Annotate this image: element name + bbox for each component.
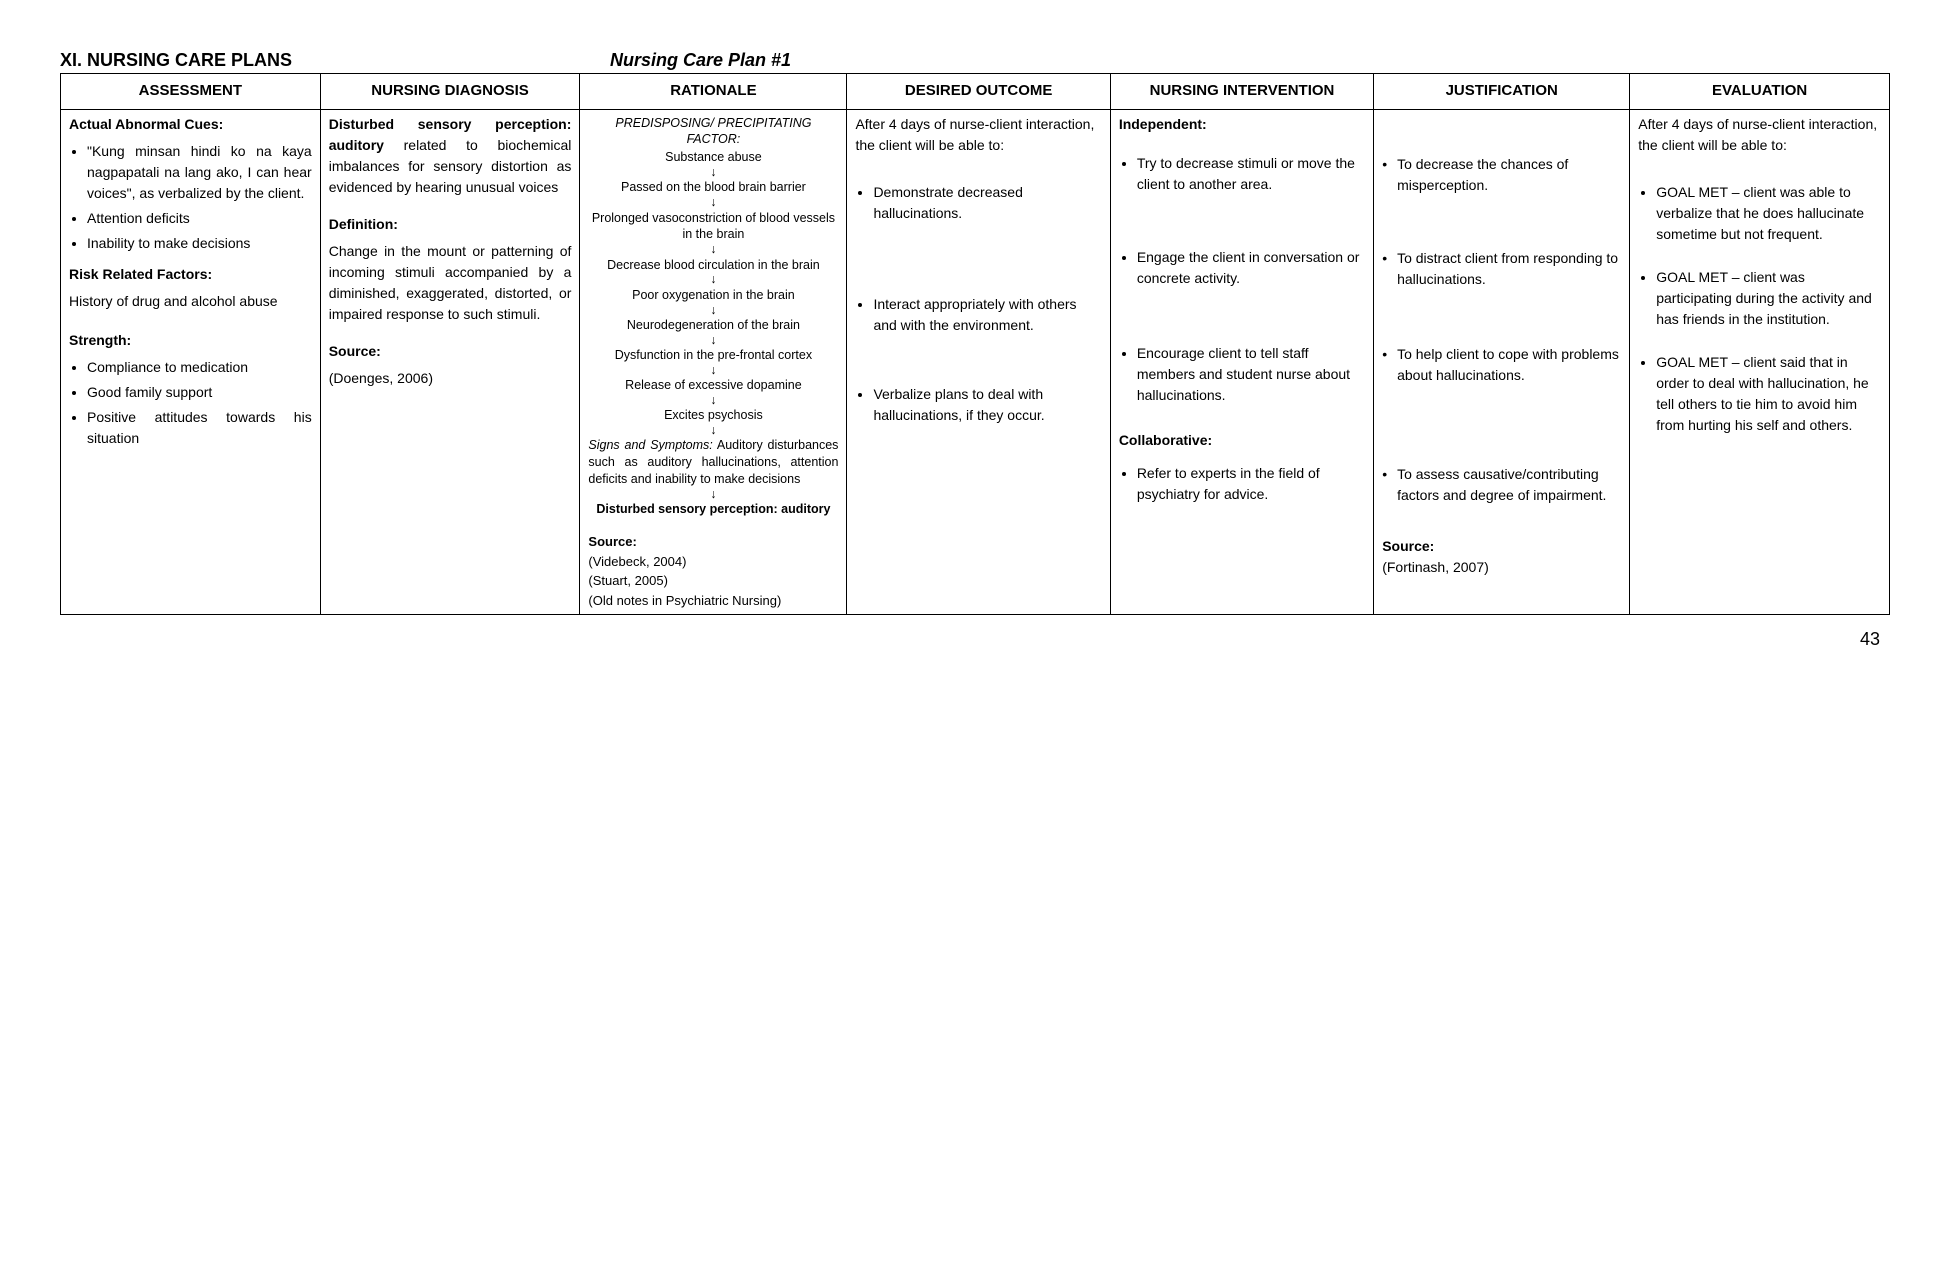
assessment-h3: Strength: xyxy=(69,330,312,351)
signs-label: Signs and Symptoms: xyxy=(588,438,712,452)
diagnosis-text: Disturbed sensory perception: auditory r… xyxy=(329,114,572,198)
just-4: To assess causative/contributing factors… xyxy=(1382,464,1621,506)
cell-intervention: Independent: Try to decrease stimuli or … xyxy=(1110,109,1373,615)
col-assessment: ASSESSMENT xyxy=(61,74,321,110)
strength-3: Positive attitudes towards his situation xyxy=(87,407,312,449)
dx-src-label: Source: xyxy=(329,341,572,362)
arrow-icon: ↓ xyxy=(588,305,838,316)
page-heading: XI. NURSING CARE PLANS Nursing Care Plan… xyxy=(60,50,1890,71)
cue-3: Inability to make decisions xyxy=(87,233,312,254)
collaborative-label: Collaborative: xyxy=(1119,430,1365,451)
care-plan-table: ASSESSMENT NURSING DIAGNOSIS RATIONALE D… xyxy=(60,73,1890,615)
rat-final: Disturbed sensory perception: auditory xyxy=(588,501,838,518)
just-src-label: Source: xyxy=(1382,536,1621,557)
section-number: XI. NURSING CARE PLANS xyxy=(60,50,610,71)
arrow-icon: ↓ xyxy=(588,395,838,406)
int-c1: Refer to experts in the field of psychia… xyxy=(1137,463,1365,505)
arrow-icon: ↓ xyxy=(588,167,838,178)
rat-top: PREDISPOSING/ PRECIPITATING FACTOR: xyxy=(588,115,838,149)
rat-s8: Release of excessive dopamine xyxy=(588,377,838,394)
plan-title: Nursing Care Plan #1 xyxy=(610,50,791,71)
rationale-source: Source: (Videbeck, 2004) (Stuart, 2005) … xyxy=(588,532,838,610)
strength-1: Compliance to medication xyxy=(87,357,312,378)
eval-2: GOAL MET – client was participating duri… xyxy=(1656,267,1881,330)
body-row: Actual Abnormal Cues: "Kung minsan hindi… xyxy=(61,109,1890,615)
int-2: Engage the client in conversation or con… xyxy=(1137,247,1365,289)
just-2: To distract client from responding to ha… xyxy=(1382,248,1621,290)
cell-rationale: PREDISPOSING/ PRECIPITATING FACTOR: Subs… xyxy=(580,109,847,615)
col-outcome: DESIRED OUTCOME xyxy=(847,74,1110,110)
rat-s2: Passed on the blood brain barrier xyxy=(588,179,838,196)
outcome-1: Demonstrate decreased hallucinations. xyxy=(873,182,1101,224)
cue-1: "Kung minsan hindi ko na kaya nagpapatal… xyxy=(87,141,312,204)
arrow-icon: ↓ xyxy=(588,244,838,255)
rat-s5: Poor oxygenation in the brain xyxy=(588,287,838,304)
eval-1: GOAL MET – client was able to verbalize … xyxy=(1656,182,1881,245)
cue-2: Attention deficits xyxy=(87,208,312,229)
rat-s9: Excites psychosis xyxy=(588,407,838,424)
arrow-icon: ↓ xyxy=(588,425,838,436)
rat-src1: (Videbeck, 2004) xyxy=(588,552,838,572)
just-src-text: (Fortinash, 2007) xyxy=(1382,557,1621,578)
int-3: Encourage client to tell staff members a… xyxy=(1137,343,1365,406)
eval-3: GOAL MET – client said that in order to … xyxy=(1656,352,1881,436)
arrow-icon: ↓ xyxy=(588,365,838,376)
rat-s6: Neurodegeneration of the brain xyxy=(588,317,838,334)
cell-diagnosis: Disturbed sensory perception: auditory r… xyxy=(320,109,580,615)
rat-src3: (Old notes in Psychiatric Nursing) xyxy=(588,591,838,611)
strength-2: Good family support xyxy=(87,382,312,403)
rat-s4: Decrease blood circulation in the brain xyxy=(588,257,838,274)
rat-src-label: Source: xyxy=(588,532,838,552)
arrow-icon: ↓ xyxy=(588,197,838,208)
rat-src2: (Stuart, 2005) xyxy=(588,571,838,591)
rat-s3: Prolonged vasoconstriction of blood vess… xyxy=(588,210,838,244)
outcome-2: Interact appropriately with others and w… xyxy=(873,294,1101,336)
rat-s7: Dysfunction in the pre-frontal cortex xyxy=(588,347,838,364)
cell-evaluation: After 4 days of nurse-client interaction… xyxy=(1630,109,1890,615)
col-intervention: NURSING INTERVENTION xyxy=(1110,74,1373,110)
outcome-intro: After 4 days of nurse-client interaction… xyxy=(855,114,1101,156)
int-1: Try to decrease stimuli or move the clie… xyxy=(1137,153,1365,195)
just-3: To help client to cope with problems abo… xyxy=(1382,344,1621,386)
independent-label: Independent: xyxy=(1119,114,1365,135)
col-evaluation: EVALUATION xyxy=(1630,74,1890,110)
rationale-flow: PREDISPOSING/ PRECIPITATING FACTOR: Subs… xyxy=(588,115,838,519)
assessment-h2: Risk Related Factors: xyxy=(69,264,312,285)
dx-src-text: (Doenges, 2006) xyxy=(329,368,572,389)
cell-assessment: Actual Abnormal Cues: "Kung minsan hindi… xyxy=(61,109,321,615)
assessment-h1: Actual Abnormal Cues: xyxy=(69,114,312,135)
header-row: ASSESSMENT NURSING DIAGNOSIS RATIONALE D… xyxy=(61,74,1890,110)
def-text: Change in the mount or patterning of inc… xyxy=(329,241,572,325)
risk-text: History of drug and alcohol abuse xyxy=(69,291,312,312)
col-diagnosis: NURSING DIAGNOSIS xyxy=(320,74,580,110)
arrow-icon: ↓ xyxy=(588,335,838,346)
arrow-icon: ↓ xyxy=(588,274,838,285)
col-rationale: RATIONALE xyxy=(580,74,847,110)
def-label: Definition: xyxy=(329,214,572,235)
cell-outcome: After 4 days of nurse-client interaction… xyxy=(847,109,1110,615)
arrow-icon: ↓ xyxy=(588,489,838,500)
rat-s1: Substance abuse xyxy=(588,149,838,166)
cell-justification: To decrease the chances of misperception… xyxy=(1374,109,1630,615)
just-1: To decrease the chances of misperception… xyxy=(1382,154,1621,196)
page-number: 43 xyxy=(60,629,1890,650)
col-justification: JUSTIFICATION xyxy=(1374,74,1630,110)
rat-signs: Signs and Symptoms: Auditory disturbance… xyxy=(588,437,838,488)
outcome-3: Verbalize plans to deal with hallucinati… xyxy=(873,384,1101,426)
eval-intro: After 4 days of nurse-client interaction… xyxy=(1638,114,1881,156)
